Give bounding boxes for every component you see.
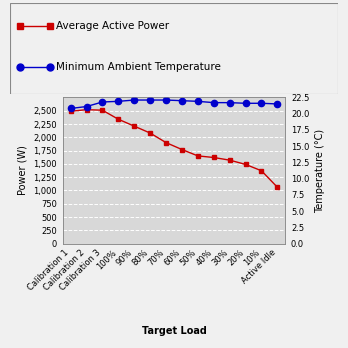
Average Active Power: [116, 117, 120, 121]
Line: Average Active Power: Average Active Power: [68, 107, 280, 190]
Text: Minimum Ambient Temperature: Minimum Ambient Temperature: [56, 62, 221, 72]
Minimum Ambient Temperature: [180, 98, 184, 103]
Minimum Ambient Temperature: [196, 99, 200, 103]
Minimum Ambient Temperature: [244, 101, 248, 105]
Minimum Ambient Temperature: [275, 102, 279, 106]
Minimum Ambient Temperature: [259, 101, 263, 105]
Average Active Power: [85, 108, 89, 112]
Average Active Power: [100, 108, 104, 112]
Minimum Ambient Temperature: [148, 98, 152, 102]
Average Active Power: [244, 162, 248, 166]
Minimum Ambient Temperature: [228, 101, 232, 105]
Minimum Ambient Temperature: [69, 106, 73, 111]
Minimum Ambient Temperature: [100, 100, 104, 104]
Y-axis label: Temperature (°C): Temperature (°C): [315, 128, 325, 213]
Average Active Power: [180, 148, 184, 152]
Average Active Power: [259, 169, 263, 173]
Average Active Power: [148, 131, 152, 135]
Average Active Power: [228, 158, 232, 162]
Y-axis label: Power (W): Power (W): [18, 145, 28, 196]
Text: Average Active Power: Average Active Power: [56, 21, 169, 31]
Text: Target Load: Target Load: [142, 326, 206, 336]
Minimum Ambient Temperature: [132, 98, 136, 102]
Average Active Power: [212, 156, 216, 160]
Minimum Ambient Temperature: [212, 101, 216, 105]
Line: Minimum Ambient Temperature: Minimum Ambient Temperature: [68, 97, 280, 112]
Minimum Ambient Temperature: [116, 99, 120, 103]
Average Active Power: [164, 141, 168, 145]
Average Active Power: [275, 185, 279, 189]
Average Active Power: [132, 124, 136, 128]
Average Active Power: [69, 109, 73, 113]
Average Active Power: [196, 154, 200, 158]
Minimum Ambient Temperature: [85, 104, 89, 109]
Minimum Ambient Temperature: [164, 98, 168, 102]
